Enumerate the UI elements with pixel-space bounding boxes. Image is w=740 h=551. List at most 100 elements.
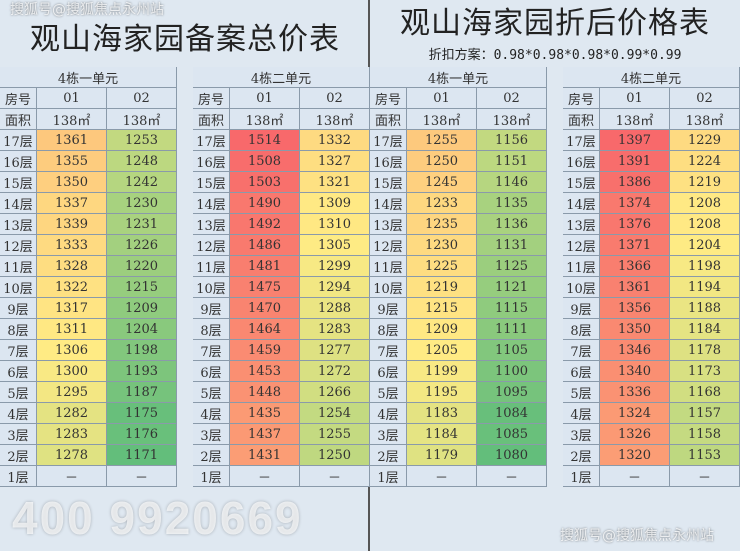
price-cell: 1209 (107, 298, 177, 318)
room-label: 房号 (563, 88, 600, 108)
price-cell: 1311 (37, 319, 107, 339)
floor-label: 2层 (193, 445, 230, 465)
floor-row: 15层 1386 1219 (563, 172, 740, 193)
price-cell: 1084 (477, 403, 547, 423)
price-cell: 1431 (230, 445, 300, 465)
floor-label: 8层 (370, 319, 407, 339)
floor-label: 7层 (0, 340, 37, 360)
price-cell: 1321 (300, 172, 370, 192)
price-cell: 1226 (107, 235, 177, 255)
floor-label: 14层 (370, 193, 407, 213)
floor-label: 10层 (193, 277, 230, 297)
floor-label: 12层 (370, 235, 407, 255)
area-label: 面积 (563, 109, 600, 129)
price-cell: 1503 (230, 172, 300, 192)
empty-cell: － (407, 466, 477, 486)
floor-label: 11层 (0, 256, 37, 276)
discount-price-title: 观山海家园折后价格表 (400, 6, 710, 41)
price-cell: 1295 (37, 382, 107, 402)
floor-row: 7层 1205 1105 (370, 340, 547, 361)
price-cell: 1198 (107, 340, 177, 360)
floor-row: 3层 1326 1158 (563, 424, 740, 445)
floor-label: 7层 (563, 340, 600, 360)
floor-row: 12层 1333 1226 (0, 235, 177, 256)
price-cell: 1475 (230, 277, 300, 297)
price-cell: 1198 (670, 256, 740, 276)
floor-label: 11层 (370, 256, 407, 276)
price-cell: 1366 (600, 256, 670, 276)
price-cell: 1278 (37, 445, 107, 465)
floor-label: 2层 (0, 445, 37, 465)
floor-label: 9层 (193, 298, 230, 318)
price-cell: 1175 (107, 403, 177, 423)
floor-row: 2层 1278 1171 (0, 445, 177, 466)
floor-label: 10层 (370, 277, 407, 297)
price-cell: 1317 (37, 298, 107, 318)
discount-price-panel: 观山海家园折后价格表 折扣方案：0.98*0.98*0.98*0.99*0.99… (370, 0, 740, 551)
floor-label: 16层 (0, 151, 37, 171)
price-cell: 1242 (107, 172, 177, 192)
price-cell: 1173 (670, 361, 740, 381)
price-cell: 1250 (300, 445, 370, 465)
price-cell: 1158 (670, 424, 740, 444)
price-cell: 1215 (107, 277, 177, 297)
price-cell: 1176 (107, 424, 177, 444)
floor-label: 4层 (370, 403, 407, 423)
price-cell: 1326 (600, 424, 670, 444)
price-cell: 1188 (670, 298, 740, 318)
floor-row: 9层 1317 1209 (0, 298, 177, 319)
area-row: 面积 138㎡ 138㎡ (563, 109, 740, 130)
price-cell: 1171 (107, 445, 177, 465)
price-cell: 1470 (230, 298, 300, 318)
price-cell: 1224 (670, 151, 740, 171)
price-cell: 1305 (300, 235, 370, 255)
floor-row: 3层 1437 1255 (193, 424, 370, 445)
price-cell: 1288 (300, 298, 370, 318)
unit-header-row: 4栋一单元 (0, 67, 177, 88)
floor-row: 17层 1361 1253 (0, 130, 177, 151)
room-02-header: 02 (477, 88, 547, 108)
area-value: 138㎡ (670, 109, 740, 129)
floor-label: 1层 (0, 466, 37, 486)
price-cell: 1235 (407, 214, 477, 234)
floor-row: 6层 1199 1100 (370, 361, 547, 382)
price-cell: 1179 (407, 445, 477, 465)
floor-row: 1层－－ (370, 466, 547, 487)
discount-plan: 折扣方案：0.98*0.98*0.98*0.99*0.99 (428, 48, 682, 63)
price-cell: 1437 (230, 424, 300, 444)
filed-price-title: 观山海家园备案总价表 (30, 22, 340, 57)
price-cell: 1250 (407, 151, 477, 171)
area-value: 138㎡ (107, 109, 177, 129)
price-cell: 1135 (477, 193, 547, 213)
floor-row: 7层 1346 1178 (563, 340, 740, 361)
floor-row: 2层 1431 1250 (193, 445, 370, 466)
price-cell: 1225 (407, 256, 477, 276)
price-cell: 1374 (600, 193, 670, 213)
price-cell: 1184 (670, 319, 740, 339)
floor-label: 13层 (370, 214, 407, 234)
floor-row: 12层 1230 1131 (370, 235, 547, 256)
floor-row: 14层 1490 1309 (193, 193, 370, 214)
floor-label: 9层 (563, 298, 600, 318)
price-cell: 1371 (600, 235, 670, 255)
floor-row: 4层 1282 1175 (0, 403, 177, 424)
price-cell: 1283 (300, 319, 370, 339)
price-cell: 1248 (107, 151, 177, 171)
empty-cell: － (600, 466, 670, 486)
floor-label: 2层 (370, 445, 407, 465)
price-cell: 1193 (107, 361, 177, 381)
floor-label: 12层 (0, 235, 37, 255)
floor-label: 13层 (563, 214, 600, 234)
area-label: 面积 (193, 109, 230, 129)
room-01-header: 01 (230, 88, 300, 108)
price-cell: 1397 (600, 130, 670, 150)
price-cell: 1448 (230, 382, 300, 402)
floor-row: 4层 1324 1157 (563, 403, 740, 424)
price-cell: 1208 (670, 214, 740, 234)
price-cell: 1255 (300, 424, 370, 444)
floor-label: 7层 (370, 340, 407, 360)
price-cell: 1204 (670, 235, 740, 255)
table-building4-unit2-discount: 4栋二单元 房号 01 02 面积 138㎡ 138㎡ 17层 1397 1229 16层 1391 1… (563, 67, 740, 487)
unit-name: 4栋二单元 (563, 67, 740, 87)
price-cell: 1199 (407, 361, 477, 381)
